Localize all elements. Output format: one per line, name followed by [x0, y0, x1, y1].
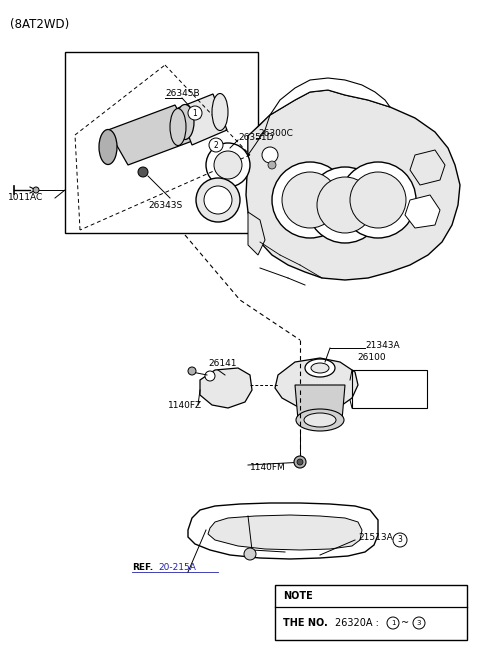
Ellipse shape: [311, 363, 329, 373]
Text: 1: 1: [192, 108, 197, 118]
Polygon shape: [188, 503, 378, 559]
Ellipse shape: [176, 104, 194, 139]
Circle shape: [262, 147, 278, 163]
Ellipse shape: [170, 108, 186, 145]
Polygon shape: [208, 515, 362, 550]
Circle shape: [214, 151, 242, 179]
Text: 2: 2: [214, 141, 218, 150]
Circle shape: [206, 143, 250, 187]
Circle shape: [205, 371, 215, 381]
Circle shape: [188, 106, 202, 120]
Ellipse shape: [204, 186, 232, 214]
Circle shape: [138, 167, 148, 177]
Text: 26351D: 26351D: [238, 133, 274, 141]
Circle shape: [297, 459, 303, 465]
Polygon shape: [246, 90, 460, 280]
Ellipse shape: [212, 93, 228, 131]
Polygon shape: [275, 358, 358, 412]
Polygon shape: [410, 150, 445, 185]
Circle shape: [282, 172, 338, 228]
Text: 3: 3: [397, 535, 402, 545]
Text: ~: ~: [401, 618, 409, 628]
Text: 26100: 26100: [357, 353, 385, 363]
Polygon shape: [248, 115, 270, 155]
Text: 1140FM: 1140FM: [250, 463, 286, 472]
Text: 21343A: 21343A: [365, 340, 400, 350]
Text: 21513A: 21513A: [358, 533, 393, 543]
Polygon shape: [405, 195, 440, 228]
Text: 26300C: 26300C: [258, 129, 293, 139]
Text: 20-215A: 20-215A: [158, 564, 196, 572]
Text: (8AT2WD): (8AT2WD): [10, 18, 69, 31]
Text: NOTE: NOTE: [283, 591, 313, 601]
Circle shape: [307, 167, 383, 243]
Bar: [275, 585, 467, 640]
Polygon shape: [108, 105, 195, 165]
Circle shape: [350, 172, 406, 228]
Polygon shape: [178, 94, 227, 145]
Circle shape: [272, 162, 348, 238]
Ellipse shape: [296, 409, 344, 431]
Text: REF.: REF.: [132, 564, 153, 572]
Text: 26141: 26141: [208, 359, 237, 367]
Text: 1: 1: [391, 620, 395, 626]
Text: 26345B: 26345B: [165, 89, 200, 97]
Circle shape: [413, 617, 425, 629]
Circle shape: [244, 548, 256, 560]
Ellipse shape: [304, 413, 336, 427]
Text: 26320A :: 26320A :: [335, 618, 382, 628]
Circle shape: [188, 367, 196, 375]
Polygon shape: [295, 385, 345, 420]
Text: 1011AC: 1011AC: [8, 194, 43, 202]
Circle shape: [268, 161, 276, 169]
Ellipse shape: [99, 129, 117, 164]
Bar: [352, 370, 427, 408]
Polygon shape: [200, 368, 252, 408]
Circle shape: [317, 177, 373, 233]
Circle shape: [387, 617, 399, 629]
Polygon shape: [270, 78, 390, 115]
Ellipse shape: [305, 359, 335, 377]
Circle shape: [33, 187, 39, 193]
Circle shape: [294, 456, 306, 468]
Ellipse shape: [196, 178, 240, 222]
Text: 26343S: 26343S: [148, 200, 182, 210]
Bar: [65, 52, 258, 233]
Circle shape: [209, 138, 223, 152]
Text: 1140FZ: 1140FZ: [168, 401, 202, 409]
Text: 3: 3: [417, 620, 421, 626]
Circle shape: [340, 162, 416, 238]
Text: THE NO.: THE NO.: [283, 618, 328, 628]
Polygon shape: [248, 212, 265, 255]
Circle shape: [393, 533, 407, 547]
